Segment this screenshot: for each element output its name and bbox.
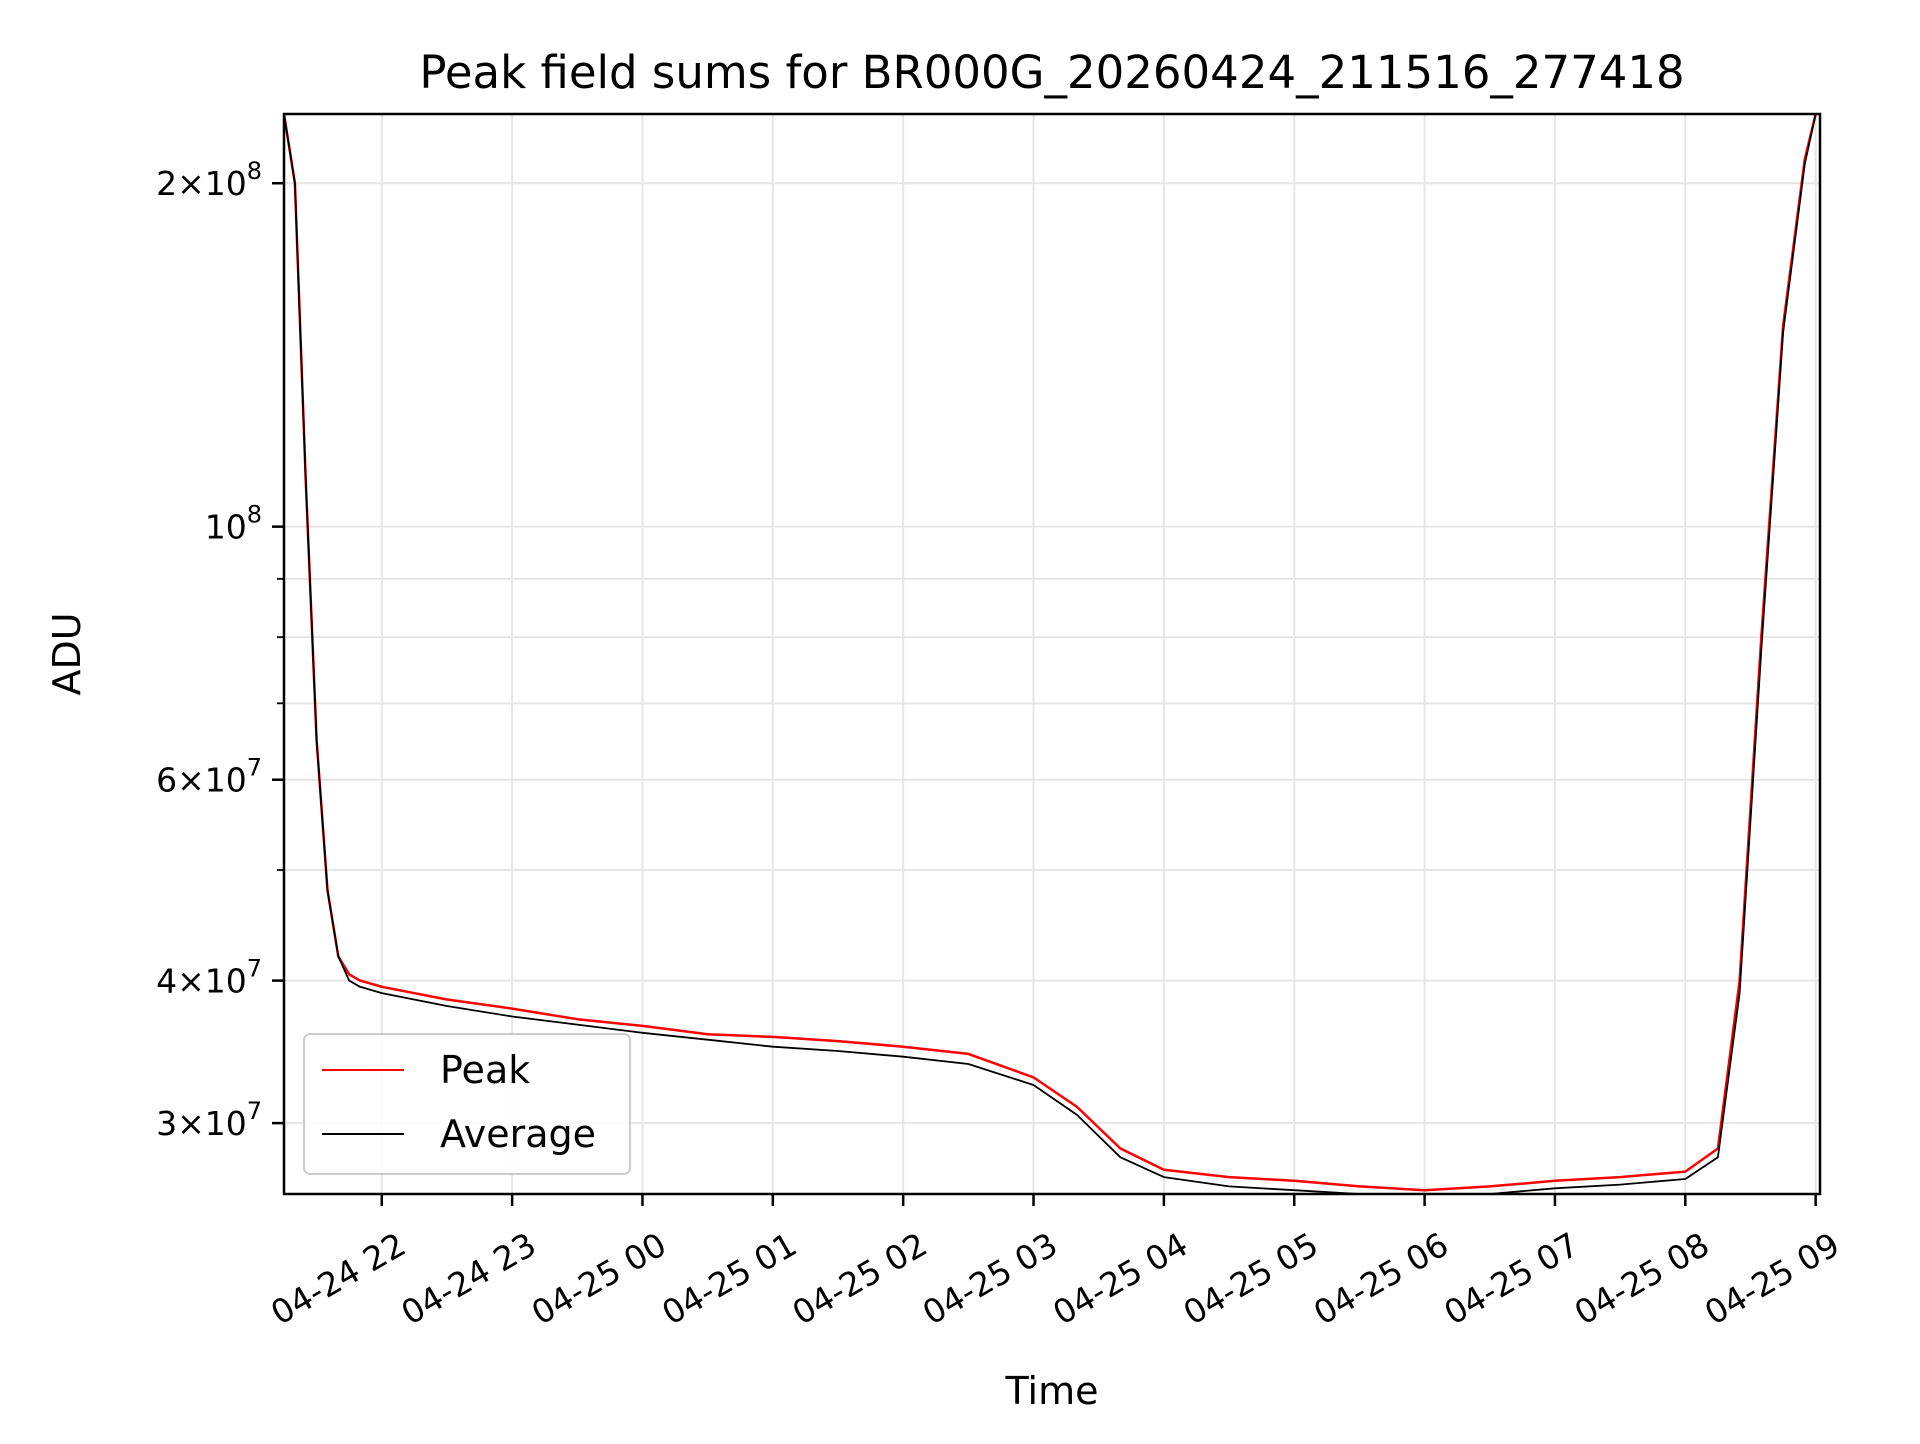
plot-frame <box>282 112 1822 1196</box>
y-tick-label: 6×107 <box>156 754 262 800</box>
series-line-average <box>284 114 1817 1194</box>
y-tick-label: 2×108 <box>156 157 262 203</box>
legend-label-average: Average <box>440 1112 596 1156</box>
chart-title: Peak field sums for BR000G_20260424_2115… <box>419 46 1684 99</box>
y-tick-label: 108 <box>205 501 262 547</box>
y-tick-label: 3×107 <box>156 1097 262 1143</box>
x-axis-label: Time <box>1005 1369 1099 1413</box>
series-line-peak <box>284 114 1817 1192</box>
y-axis-label: ADU <box>45 612 89 695</box>
series-layer <box>284 114 1817 1194</box>
legend-label-peak: Peak <box>440 1048 530 1092</box>
legend: Peak Average <box>303 1033 631 1175</box>
grid-layer <box>284 114 1820 1194</box>
y-tick-label: 4×107 <box>156 955 262 1001</box>
